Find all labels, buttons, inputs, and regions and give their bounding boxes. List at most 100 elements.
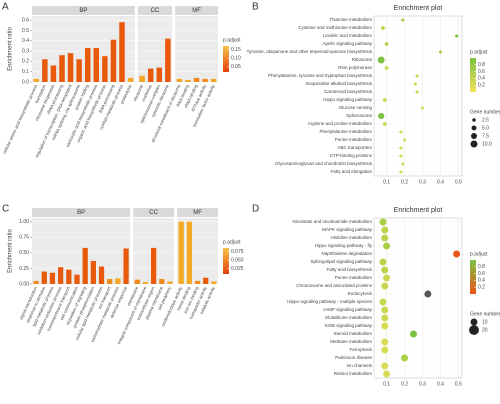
- y-tick-label: Histidine metabolism: [330, 235, 372, 240]
- colorbar: [223, 248, 229, 274]
- bar: [41, 271, 47, 284]
- bar: [42, 59, 48, 82]
- y-tick-label: Arginine and proline metabolism: [308, 121, 373, 126]
- y-tick-label: Parkinson disease: [335, 355, 372, 360]
- y-tick-label: Sphingolipid signaling pathway: [310, 259, 372, 264]
- dot: [383, 274, 391, 282]
- bar: [147, 68, 154, 82]
- x-tick-label: 0.3: [419, 179, 426, 185]
- bar: [66, 269, 72, 284]
- legend-tick-label: 0.05: [231, 64, 241, 70]
- bar: [193, 77, 200, 82]
- bar: [50, 65, 57, 82]
- legend-tick-label: 0.075: [231, 249, 244, 255]
- legend-tick-label: 0.6: [478, 69, 485, 75]
- legend-title: p.adjust: [470, 49, 488, 55]
- legend-dot: [470, 140, 478, 148]
- dot: [413, 82, 417, 86]
- legend-tick-label: 10.0: [482, 141, 492, 147]
- y-tick-label: MAPK signaling pathway: [322, 227, 373, 232]
- y-tick-label: Hippo signaling pathway - multiple speci…: [287, 299, 373, 304]
- dot: [399, 130, 403, 134]
- y-tick-label: Retinol metabolism: [334, 371, 373, 376]
- y-tick-label: Naphthalene degradation: [321, 251, 372, 256]
- x-tick-label: 0.5: [455, 179, 462, 185]
- bar: [123, 248, 129, 284]
- dot: [402, 138, 407, 142]
- facet-strip: [175, 6, 218, 15]
- legend-tick-label: 0.2: [478, 285, 485, 291]
- bar: [107, 279, 113, 284]
- y-tick-label: 0.50: [19, 250, 29, 256]
- y-tick-label: Phenylalanine metabolism: [319, 129, 372, 134]
- x-tick-label: 0.2: [401, 179, 408, 185]
- x-tick-label: 0.4: [437, 381, 444, 387]
- y-tick-label: 0.4: [22, 38, 29, 44]
- facet-strip: [137, 6, 173, 15]
- legend-tick-label: 0.6: [478, 271, 485, 277]
- bar: [185, 79, 191, 82]
- dot: [383, 242, 391, 250]
- y-tick-label: 0.0: [22, 79, 29, 85]
- bar: [58, 267, 64, 284]
- bar: [156, 67, 163, 82]
- dot: [401, 162, 405, 166]
- y-tick-label: Endocytosis: [348, 291, 373, 296]
- facet-label: BP: [79, 8, 87, 14]
- bar: [33, 280, 39, 284]
- legend-title: p.adjust: [223, 37, 241, 43]
- bar: [76, 59, 82, 82]
- y-tick-label: Hippo signaling pathway - fly: [315, 243, 373, 248]
- legend-dot: [471, 125, 477, 131]
- y-tick-label: Steroid metabolism: [333, 331, 372, 336]
- bar: [59, 55, 65, 82]
- dot: [420, 106, 425, 110]
- dot: [381, 338, 389, 346]
- legend-tick-label: 0.4: [478, 278, 485, 284]
- dot: [455, 34, 459, 38]
- y-tick-label: ErbB signaling pathway: [325, 323, 373, 328]
- dot: [410, 330, 417, 338]
- facet-label: CC: [151, 8, 160, 14]
- y-tick-label: Ribosome: [352, 57, 373, 62]
- y-tick-label: 0.75: [19, 235, 29, 241]
- bar: [210, 78, 217, 82]
- dot: [381, 306, 389, 314]
- legend-tick-label: 0.15: [231, 47, 241, 53]
- legend-tick-label: 10: [482, 319, 488, 325]
- y-tick-label: 0.6: [22, 17, 29, 23]
- dot: [379, 218, 387, 226]
- bar: [134, 279, 140, 284]
- dot: [415, 90, 419, 94]
- plot-frame: [373, 217, 463, 379]
- y-tick-label: RNA polymerase: [338, 65, 372, 70]
- bar: [167, 281, 173, 284]
- panel-letter: A: [2, 2, 9, 13]
- dot: [399, 154, 403, 158]
- x-tick-label: cellular amino acid biosynthetic process: [2, 84, 39, 155]
- bar: [159, 279, 165, 284]
- panel-letter: C: [2, 204, 9, 215]
- bar: [90, 260, 96, 284]
- y-axis-title: Enrichment ratio: [8, 26, 14, 70]
- y-tick-label: Ferroptosis: [349, 347, 372, 352]
- y-tick-label: 0.00: [19, 281, 29, 287]
- facet-label: MF: [192, 8, 201, 14]
- x-tick-label: 0.3: [419, 381, 426, 387]
- legend-title: p.adjust: [470, 251, 488, 257]
- y-tick-label: GTP-binding proteins: [329, 153, 372, 158]
- bar: [186, 221, 192, 284]
- dot: [453, 250, 461, 258]
- y-tick-label: 0.3: [22, 48, 29, 54]
- y-tick-label: Chromosome and associated proteins: [296, 283, 373, 288]
- bar: [115, 278, 121, 284]
- y-tick-label: Carotenoid biosynthesis: [324, 89, 373, 94]
- bar: [119, 22, 125, 82]
- y-tick-label: Thiamine metabolism: [329, 17, 372, 22]
- chart-title: Enrichment plot: [394, 207, 443, 214]
- x-tick-label: 0.2: [401, 381, 408, 387]
- facet-strip: [32, 6, 135, 15]
- bar: [84, 47, 91, 82]
- y-axis-title: Enrichment ratio: [8, 228, 14, 272]
- dot: [381, 26, 385, 30]
